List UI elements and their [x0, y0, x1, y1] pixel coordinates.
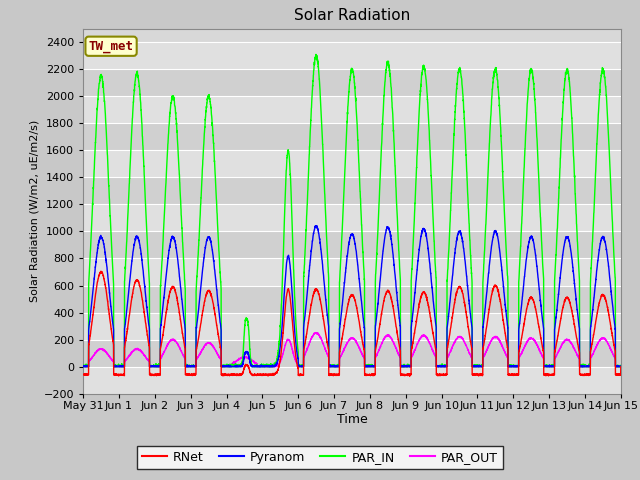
Bar [83, 123, 621, 150]
Bar [83, 339, 621, 367]
Bar [83, 312, 621, 339]
Bar [83, 286, 621, 312]
Title: Solar Radiation: Solar Radiation [294, 9, 410, 24]
Text: TW_met: TW_met [88, 40, 134, 53]
Bar [83, 231, 621, 259]
Bar [83, 259, 621, 286]
Bar [83, 150, 621, 178]
Bar [83, 204, 621, 231]
Bar [83, 96, 621, 123]
Y-axis label: Solar Radiation (W/m2, uE/m2/s): Solar Radiation (W/m2, uE/m2/s) [29, 120, 40, 302]
X-axis label: Time: Time [337, 413, 367, 426]
Bar [83, 42, 621, 69]
Bar [83, 178, 621, 204]
Legend: RNet, Pyranom, PAR_IN, PAR_OUT: RNet, Pyranom, PAR_IN, PAR_OUT [137, 446, 503, 469]
Bar [83, 69, 621, 96]
Bar [83, 367, 621, 394]
